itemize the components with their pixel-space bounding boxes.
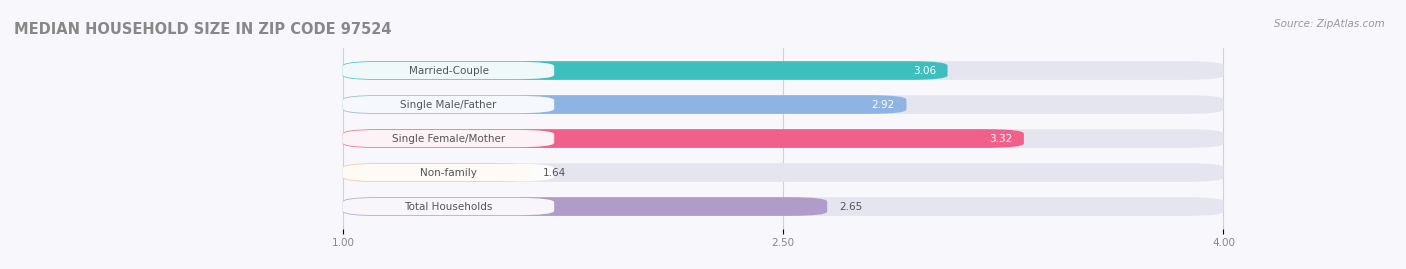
FancyBboxPatch shape: [343, 96, 554, 113]
Text: MEDIAN HOUSEHOLD SIZE IN ZIP CODE 97524: MEDIAN HOUSEHOLD SIZE IN ZIP CODE 97524: [14, 22, 391, 37]
FancyBboxPatch shape: [343, 129, 1223, 148]
Text: 2.65: 2.65: [839, 201, 862, 211]
FancyBboxPatch shape: [343, 62, 554, 79]
FancyBboxPatch shape: [343, 197, 827, 216]
Text: Source: ZipAtlas.com: Source: ZipAtlas.com: [1274, 19, 1385, 29]
Text: 3.06: 3.06: [912, 66, 936, 76]
FancyBboxPatch shape: [343, 198, 554, 215]
FancyBboxPatch shape: [343, 163, 530, 182]
Text: Total Households: Total Households: [405, 201, 492, 211]
Text: 3.32: 3.32: [988, 133, 1012, 144]
FancyBboxPatch shape: [343, 61, 1223, 80]
FancyBboxPatch shape: [343, 197, 1223, 216]
FancyBboxPatch shape: [343, 61, 948, 80]
FancyBboxPatch shape: [343, 95, 1223, 114]
FancyBboxPatch shape: [343, 129, 1024, 148]
Text: Non-family: Non-family: [420, 168, 477, 178]
Text: 2.92: 2.92: [872, 100, 894, 109]
FancyBboxPatch shape: [343, 95, 907, 114]
Text: Married-Couple: Married-Couple: [409, 66, 488, 76]
FancyBboxPatch shape: [343, 164, 554, 181]
Text: Single Male/Father: Single Male/Father: [401, 100, 496, 109]
Text: 1.64: 1.64: [543, 168, 565, 178]
FancyBboxPatch shape: [343, 163, 1223, 182]
FancyBboxPatch shape: [343, 130, 554, 147]
Text: Single Female/Mother: Single Female/Mother: [392, 133, 505, 144]
